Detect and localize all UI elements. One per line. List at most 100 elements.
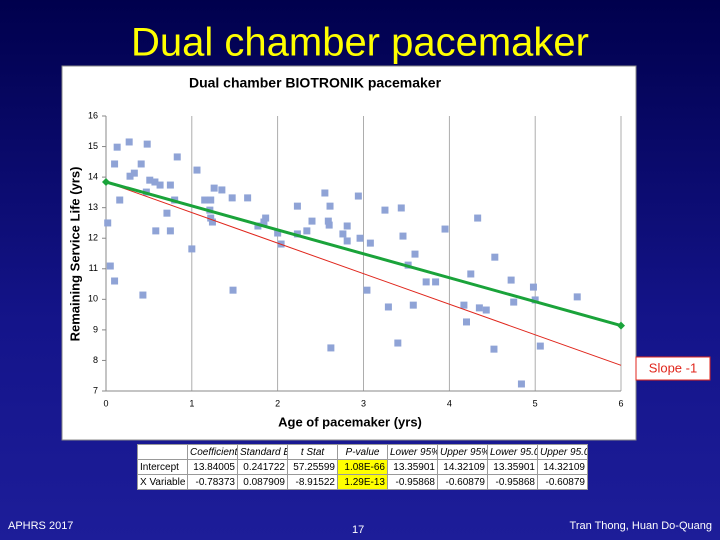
cell: 13.35901	[387, 459, 438, 475]
fit-line	[105, 180, 622, 328]
point	[397, 204, 405, 212]
point	[507, 276, 515, 284]
cell: 14.32109	[537, 459, 588, 475]
point	[262, 214, 270, 222]
cell: -0.78373	[187, 474, 238, 490]
header-cell: Coefficients	[187, 444, 238, 460]
point	[325, 221, 333, 229]
point	[381, 206, 389, 214]
y-tick-label: 14	[88, 171, 98, 181]
point	[491, 253, 499, 261]
point	[106, 262, 114, 270]
y-tick-label: 12	[88, 233, 98, 243]
point	[327, 344, 335, 352]
cell: Intercept	[137, 459, 188, 475]
cell: 13.35901	[487, 459, 538, 475]
point	[343, 237, 351, 245]
point	[308, 217, 316, 225]
point	[339, 230, 347, 238]
y-tick-label: 8	[93, 355, 98, 365]
point	[126, 172, 134, 180]
y-tick-label: 16	[88, 110, 98, 120]
point	[229, 286, 237, 294]
y-axis-title: Remaining Service Life (yrs)	[67, 167, 82, 342]
point	[399, 232, 407, 240]
x-tick-label: 3	[361, 398, 366, 408]
point	[201, 196, 209, 204]
point	[111, 277, 119, 285]
point	[166, 181, 174, 189]
point	[474, 214, 482, 222]
point	[303, 227, 311, 235]
cell: 14.32109	[437, 459, 488, 475]
header-cell: t Stat	[287, 444, 338, 460]
point	[394, 339, 402, 347]
point	[163, 209, 171, 217]
header-cell	[137, 444, 188, 460]
line-marker	[102, 178, 110, 186]
cell: 1.29E-13	[337, 474, 388, 490]
point	[143, 140, 151, 148]
cell: -0.60879	[537, 474, 588, 490]
point	[363, 286, 371, 294]
point	[207, 196, 215, 204]
cell: 13.84005	[187, 459, 238, 475]
annotation-box	[635, 356, 711, 381]
header-cell: Upper 95%	[437, 444, 488, 460]
point	[111, 160, 119, 168]
x-tick-label: 5	[533, 398, 538, 408]
point	[193, 166, 201, 174]
point	[104, 219, 112, 227]
point	[573, 293, 581, 301]
x-tick-label: 2	[275, 398, 280, 408]
point	[460, 301, 468, 309]
point	[366, 239, 374, 247]
point	[228, 194, 236, 202]
cell: 57.25599	[287, 459, 338, 475]
cell: -0.95868	[387, 474, 438, 490]
point	[244, 194, 252, 202]
point	[441, 225, 449, 233]
point	[293, 202, 301, 210]
x-tick-label: 0	[103, 398, 108, 408]
point	[188, 245, 196, 253]
point	[125, 138, 133, 146]
point	[326, 202, 334, 210]
footer-right: Tran Thong, Huan Do-Quang	[569, 520, 712, 532]
point	[384, 303, 392, 311]
point	[152, 227, 160, 235]
cell: 0.241722	[237, 459, 288, 475]
table-row: X Variable -0.78373 0.087909 -8.91522 1.29E-…	[137, 474, 588, 490]
point	[356, 234, 364, 242]
point	[422, 278, 430, 286]
line-marker	[617, 321, 625, 330]
point	[529, 283, 537, 291]
point	[467, 270, 475, 278]
point	[116, 196, 124, 204]
point	[463, 318, 470, 326]
point	[490, 345, 498, 353]
point	[130, 169, 138, 177]
cell: -8.91522	[287, 474, 338, 490]
y-tick-label: 7	[93, 385, 98, 395]
header-cell: Upper 95.0%	[537, 444, 588, 460]
point	[482, 306, 490, 314]
chart-title: Dual chamber BIOTRONIK pacemaker	[189, 75, 442, 91]
page-number: 17	[352, 524, 365, 536]
header-cell: Standard Error	[237, 444, 288, 460]
cell: -0.60879	[437, 474, 488, 490]
point	[254, 222, 262, 230]
chart-area	[61, 65, 637, 441]
x-tick-label: 1	[189, 398, 194, 408]
y-tick-label: 11	[89, 263, 98, 273]
point	[151, 178, 159, 186]
cell: 1.08E-66	[337, 459, 388, 475]
point	[321, 189, 329, 197]
table-row: Intercept 13.84005 0.241722 57.25599 1.08E-6…	[137, 459, 588, 475]
cell: 0.087909	[237, 474, 288, 490]
point	[517, 380, 525, 388]
point	[173, 153, 181, 161]
y-tick-label: 9	[93, 324, 98, 334]
point	[156, 181, 164, 189]
